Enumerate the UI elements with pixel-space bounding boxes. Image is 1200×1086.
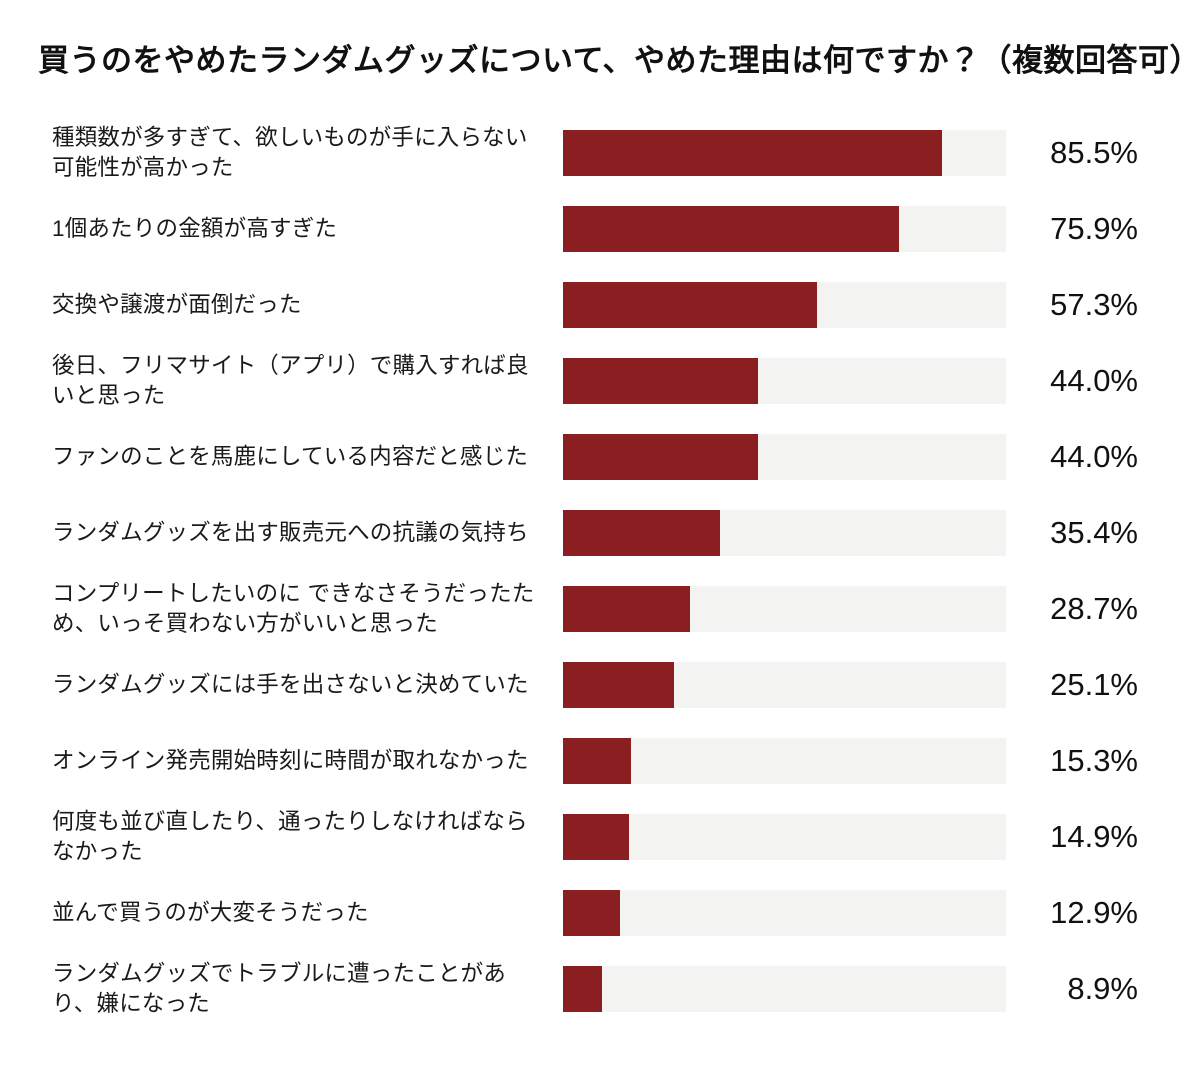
- chart-row: ファンのことを馬鹿にしている内容だと感じた 44.0%: [52, 419, 1138, 495]
- value-label: 57.3%: [1050, 286, 1138, 322]
- bar-fill: [563, 737, 631, 784]
- bar-fill: [563, 889, 621, 936]
- bar-fill: [563, 509, 720, 556]
- chart-row: オンライン発売開始時刻に時間が取れなかった 15.3%: [52, 723, 1138, 799]
- bar-track: [563, 813, 1006, 860]
- bar-track: [563, 661, 1006, 708]
- bar-fill: [563, 129, 942, 176]
- category-label: 何度も並び直したり、通ったりしなければならなかった: [52, 808, 528, 864]
- category-label: ランダムグッズを出す販売元への抗議の気持ち: [52, 519, 529, 545]
- category-label: コンプリートしたいのに できなさそうだったため、いっそ買わない方がいいと思った: [52, 580, 535, 636]
- bar-track: [563, 585, 1006, 632]
- value-label: 35.4%: [1050, 514, 1138, 550]
- bar-track: [563, 965, 1006, 1012]
- value-label: 44.0%: [1050, 362, 1138, 398]
- value-label: 28.7%: [1050, 590, 1138, 626]
- chart-row: 交換や譲渡が面倒だった 57.3%: [52, 267, 1138, 343]
- bar-track: [563, 737, 1006, 784]
- bar-track: [563, 509, 1006, 556]
- value-label: 85.5%: [1050, 134, 1138, 170]
- chart-row: 何度も並び直したり、通ったりしなければならなかった 14.9%: [52, 799, 1138, 875]
- bar-fill: [563, 205, 900, 252]
- value-label: 15.3%: [1050, 742, 1138, 778]
- value-label: 44.0%: [1050, 438, 1138, 474]
- chart-row: 1個あたりの金額が高すぎた 75.9%: [52, 191, 1138, 267]
- category-label: 交換や譲渡が面倒だった: [52, 291, 302, 317]
- chart-row: ランダムグッズを出す販売元への抗議の気持ち 35.4%: [52, 495, 1138, 571]
- category-label: 1個あたりの金額が高すぎた: [52, 215, 338, 241]
- chart-title: 買うのをやめたランダムグッズについて、やめた理由は何ですか？（複数回答可）: [38, 43, 1200, 78]
- bar-track: [563, 281, 1006, 328]
- chart-row: ランダムグッズでトラブルに遭ったことがあり、嫌になった 8.9%: [52, 951, 1138, 1027]
- category-label: ランダムグッズには手を出さないと決めていた: [52, 671, 529, 697]
- chart-row: 種類数が多すぎて、欲しいものが手に入らない可能性が高かった 85.5%: [52, 115, 1138, 191]
- category-label: 後日、フリマサイト（アプリ）で購入すれば良いと思った: [52, 352, 529, 408]
- bar-fill: [563, 357, 758, 404]
- bar-track: [563, 889, 1006, 936]
- chart-row: 後日、フリマサイト（アプリ）で購入すれば良いと思った 44.0%: [52, 343, 1138, 419]
- value-label: 75.9%: [1050, 210, 1138, 246]
- chart-row: コンプリートしたいのに できなさそうだったため、いっそ買わない方がいいと思った …: [52, 571, 1138, 647]
- bar-fill: [563, 281, 817, 328]
- bar-fill: [563, 661, 675, 708]
- value-label: 25.1%: [1050, 666, 1138, 702]
- chart-row: 並んで買うのが大変そうだった 12.9%: [52, 875, 1138, 951]
- bar-track: [563, 433, 1006, 480]
- bar-track: [563, 205, 1006, 252]
- chart-rows: 種類数が多すぎて、欲しいものが手に入らない可能性が高かった 85.5% 1個あた…: [0, 115, 1200, 1027]
- category-label: オンライン発売開始時刻に時間が取れなかった: [52, 747, 529, 773]
- value-label: 12.9%: [1050, 894, 1138, 930]
- category-label: ファンのことを馬鹿にしている内容だと感じた: [52, 443, 529, 469]
- category-label: 種類数が多すぎて、欲しいものが手に入らない可能性が高かった: [52, 124, 528, 180]
- bar-track: [563, 357, 1006, 404]
- bar-fill: [563, 813, 629, 860]
- chart-row: ランダムグッズには手を出さないと決めていた 25.1%: [52, 647, 1138, 723]
- category-label: 並んで買うのが大変そうだった: [52, 899, 369, 925]
- value-label: 14.9%: [1050, 818, 1138, 854]
- bar-fill: [563, 965, 603, 1012]
- category-label: ランダムグッズでトラブルに遭ったことがあり、嫌になった: [52, 960, 507, 1016]
- value-label: 8.9%: [1067, 970, 1138, 1006]
- bar-fill: [563, 433, 758, 480]
- bar-fill: [563, 585, 691, 632]
- bar-track: [563, 129, 1006, 176]
